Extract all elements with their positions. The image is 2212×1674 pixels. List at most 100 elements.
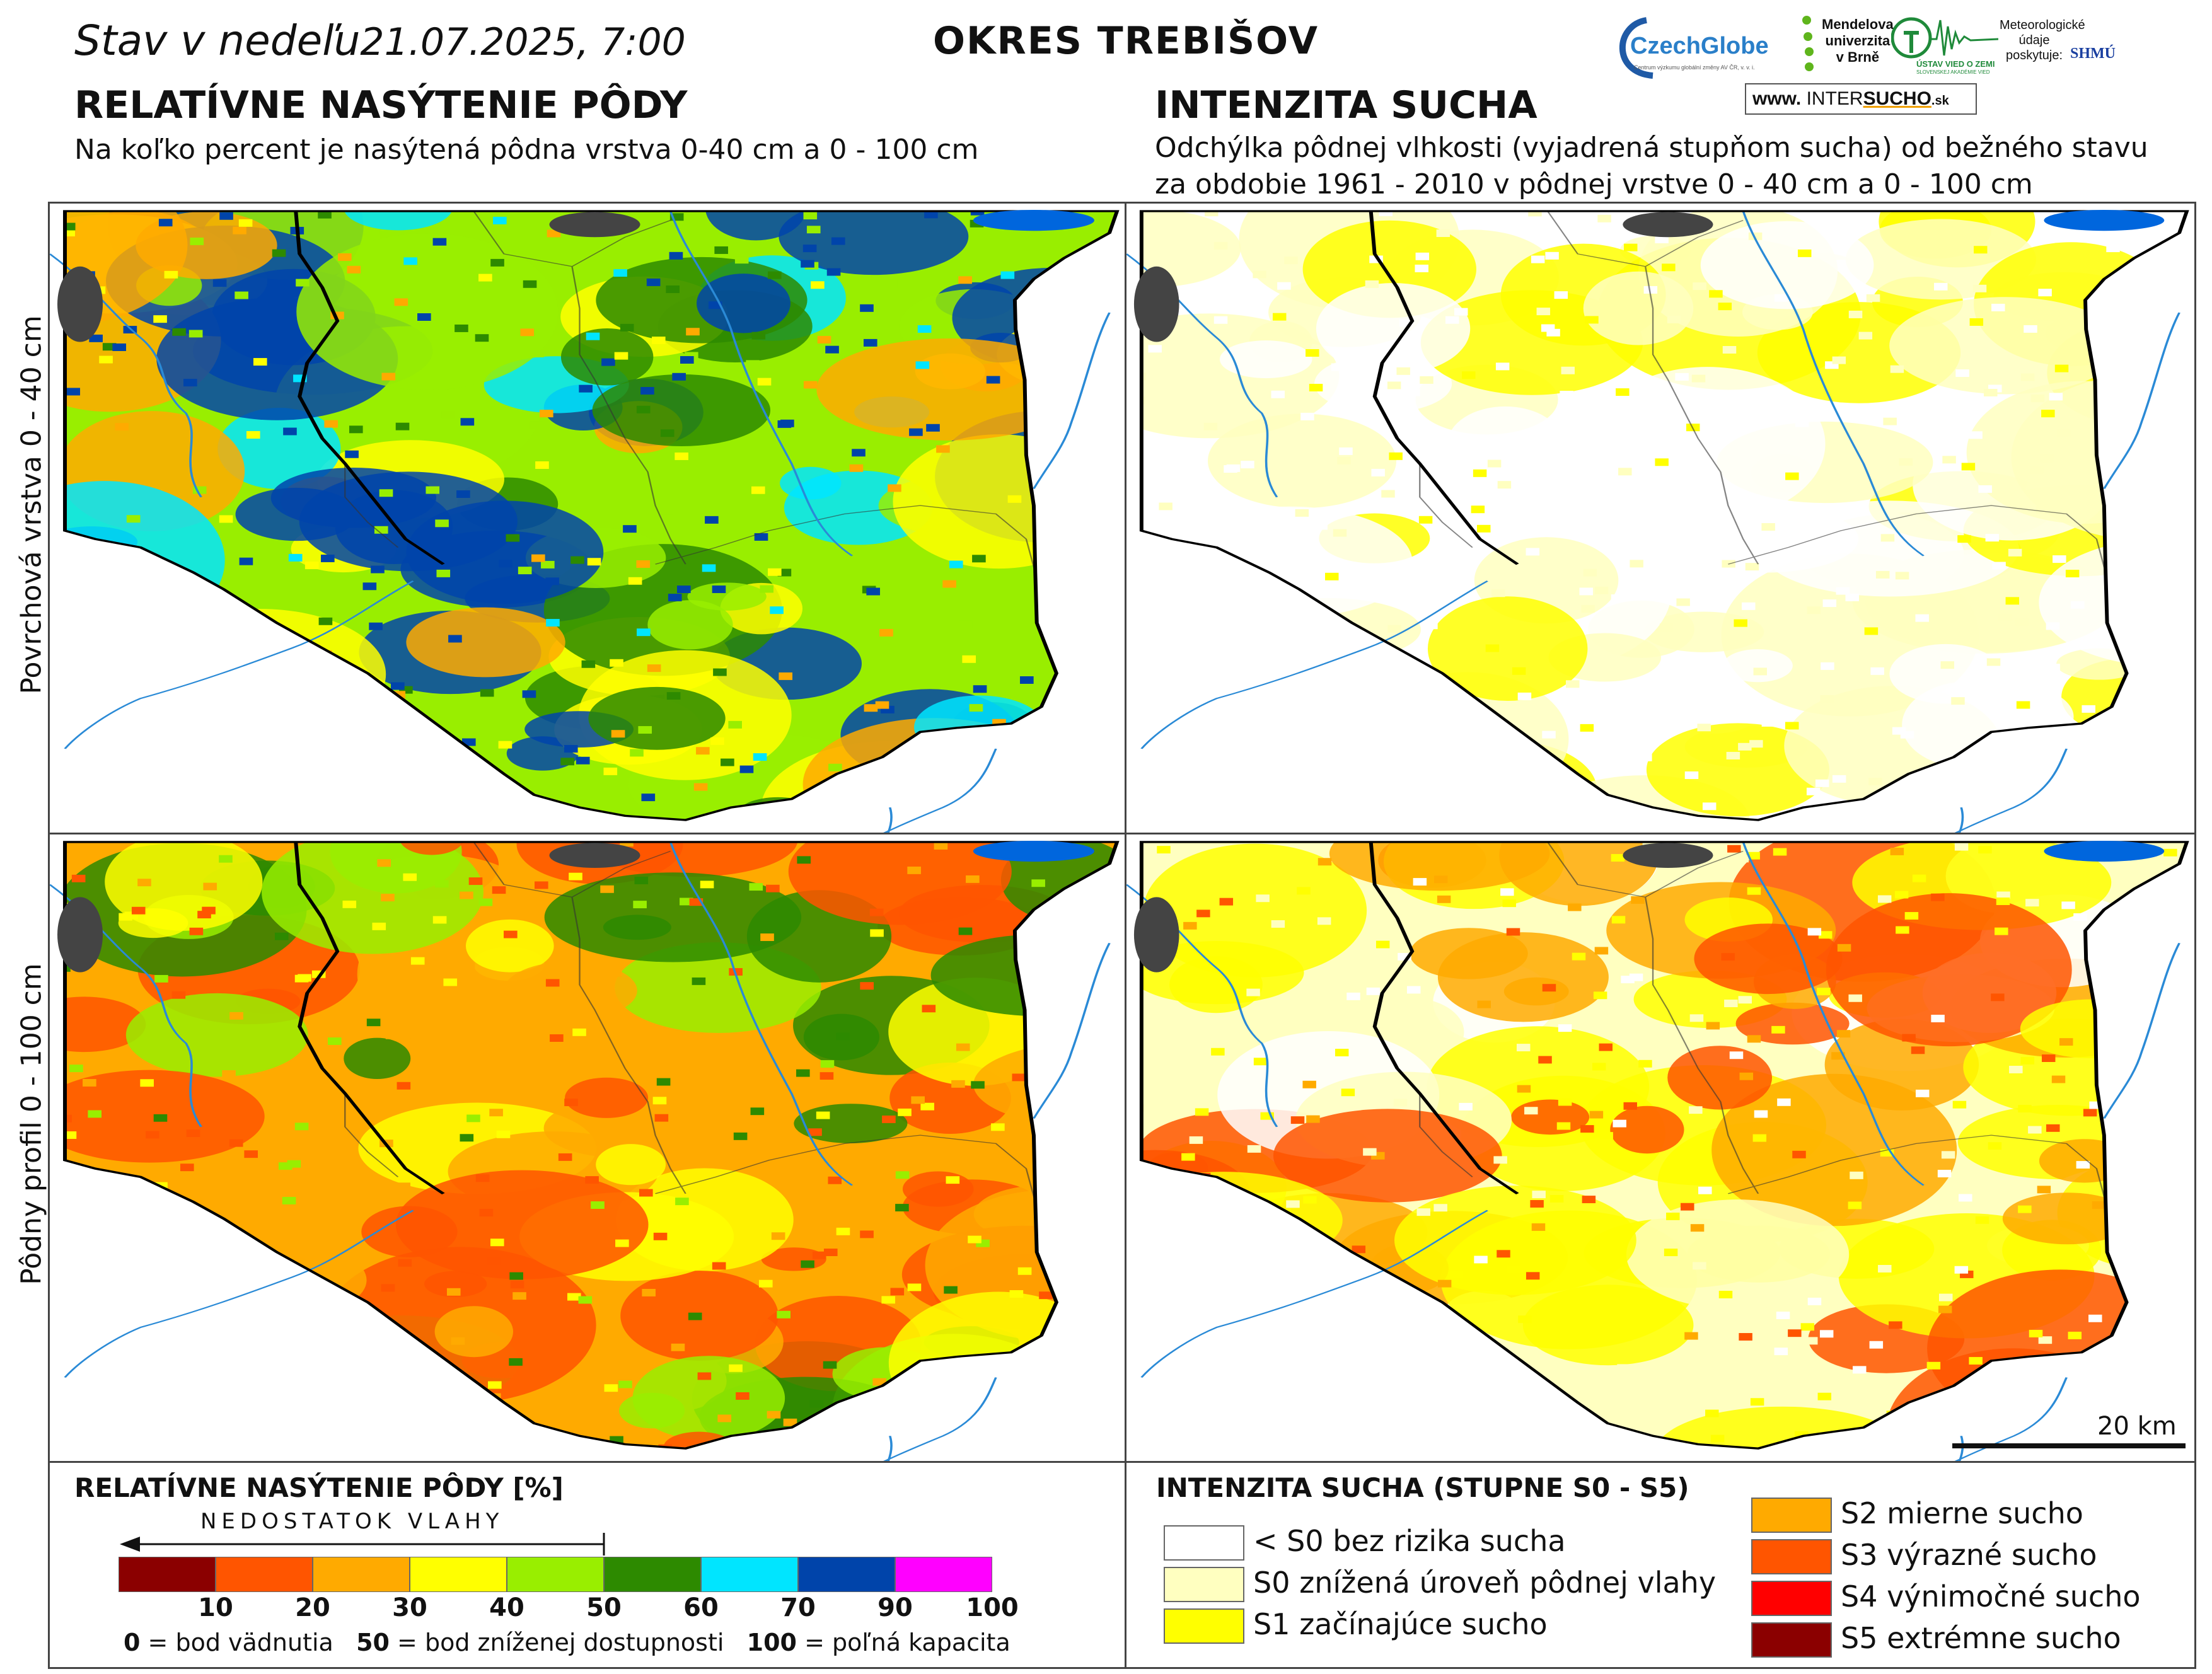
map-value-patch	[107, 1405, 281, 1449]
map-pixel-cell	[498, 741, 512, 749]
map-pixel-cell	[581, 660, 596, 668]
map-pixel-cell	[1141, 661, 1143, 669]
map-pixel-cell	[779, 672, 793, 680]
map-pixel-cell	[611, 730, 625, 738]
map-pixel-cell	[1542, 730, 1556, 739]
map-pixel-cell	[758, 1279, 773, 1288]
map-pixel-cell	[523, 280, 537, 288]
map-pixel-cell	[1754, 1110, 1768, 1118]
map-pixel-cell	[1611, 916, 1626, 924]
drought-swatch	[1164, 1525, 1244, 1561]
map-pixel-cell	[1941, 1151, 1955, 1159]
map-pixel-cell	[1352, 1245, 1366, 1254]
map-pixel-cell	[603, 767, 618, 775]
saturation-class-swatch	[701, 1557, 798, 1592]
map-pixel-cell	[432, 238, 447, 246]
map-pixel-cell	[1041, 599, 1055, 608]
map-pixel-cell	[652, 1097, 667, 1105]
map-value-patch	[1310, 1302, 1485, 1405]
map-pixel-cell	[2008, 548, 2022, 557]
map-pixel-cell	[1074, 588, 1088, 596]
map-pixel-cell	[560, 969, 574, 978]
map-pixel-cell	[224, 707, 238, 715]
map-pixel-cell	[1718, 1291, 1733, 1298]
map-pixel-cell	[108, 733, 122, 741]
map-fill-layer	[65, 211, 1117, 821]
map-pixel-cell	[638, 726, 652, 734]
map-pixel-cell	[907, 1283, 922, 1291]
map-pixel-cell	[825, 345, 839, 354]
map-pixel-cell	[2046, 664, 2060, 672]
map-pixel-cell	[1738, 996, 1752, 1004]
map-pixel-cell	[1996, 891, 2010, 899]
map-pixel-cell	[398, 1259, 412, 1267]
map-pixel-cell	[153, 1114, 168, 1122]
map-value-patch	[687, 582, 767, 611]
map-pixel-cell	[318, 211, 332, 219]
map-pixel-cell	[601, 1337, 615, 1346]
map-pixel-cell	[1560, 391, 1573, 399]
map-pixel-cell	[739, 765, 754, 773]
map-pixel-cell	[2177, 1132, 2187, 1140]
map-value-patch	[1966, 381, 2187, 524]
town-area	[549, 843, 640, 869]
map-pixel-cell	[608, 969, 622, 977]
map-pixel-cell	[520, 328, 535, 337]
map-value-patch	[424, 1271, 487, 1297]
map-pixel-cell	[1074, 1123, 1088, 1131]
map-pixel-cell	[628, 577, 642, 585]
map-pixel-cell	[1734, 619, 1747, 627]
deficit-arrow-icon	[120, 1533, 605, 1556]
map-pixel-cell	[1681, 1203, 1694, 1211]
map-pixel-cell	[1295, 509, 1309, 517]
map-pixel-cell	[321, 554, 335, 562]
map-pixel-cell	[212, 279, 227, 287]
map-pixel-cell	[479, 1209, 494, 1217]
drought-title: INTENZITA SUCHA	[1155, 83, 1537, 127]
map-value-patch	[888, 1291, 1108, 1434]
map-pixel-cell	[972, 555, 986, 563]
meteo-line3: poskytuje:	[2005, 49, 2063, 62]
map-pixel-cell	[688, 1312, 702, 1320]
river-line	[2103, 943, 2180, 1119]
map-pixel-cell	[1159, 502, 1173, 511]
map-pixel-cell	[1269, 602, 1283, 610]
map-pixel-cell	[399, 686, 413, 694]
map-pixel-cell	[653, 1232, 668, 1240]
map-pixel-cell	[1832, 775, 1846, 783]
map-pixel-cell	[504, 930, 518, 938]
map-pixel-cell	[1753, 667, 1768, 676]
map-value-patch	[344, 1037, 411, 1079]
map-pixel-cell	[296, 279, 310, 287]
map-pixel-cell	[1089, 424, 1103, 432]
map-pixel-cell	[2162, 1174, 2176, 1182]
map-pixel-cell	[304, 562, 319, 570]
map-pixel-cell	[186, 1425, 200, 1433]
meteo-line1: Meteorologické	[2000, 18, 2085, 32]
map-pixel-cell	[1018, 966, 1032, 973]
map-pixel-cell	[651, 337, 666, 345]
intersucho-link[interactable]: www. INTERSUCHO.sk	[1745, 83, 1977, 115]
map-pixel-cell	[287, 1160, 301, 1168]
map-pixel-cell	[1709, 290, 1723, 298]
map-pixel-cell	[1045, 941, 1059, 949]
map-value-patch	[136, 211, 277, 279]
map-pixel-cell	[564, 1099, 578, 1107]
map-pixel-cell	[1092, 1127, 1106, 1135]
map-pixel-cell	[1366, 987, 1381, 995]
map-pixel-cell	[391, 682, 405, 690]
map-pixel-cell	[2177, 794, 2187, 802]
map-value-patch	[1447, 406, 1563, 481]
map-pixel-cell	[518, 567, 532, 575]
map-value-patch	[1735, 1002, 1850, 1045]
map-pixel-cell	[767, 271, 782, 279]
map-pixel-cell	[647, 664, 661, 672]
map-pixel-cell	[1471, 505, 1485, 514]
map-pixel-cell	[1892, 727, 1906, 735]
map-pixel-cell	[819, 1072, 834, 1080]
map-pixel-cell	[395, 422, 410, 430]
saturation-class-swatch	[507, 1557, 604, 1592]
map-pixel-cell	[344, 1441, 358, 1449]
map-pixel-cell	[2137, 465, 2151, 473]
map-pixel-cell	[345, 450, 359, 458]
